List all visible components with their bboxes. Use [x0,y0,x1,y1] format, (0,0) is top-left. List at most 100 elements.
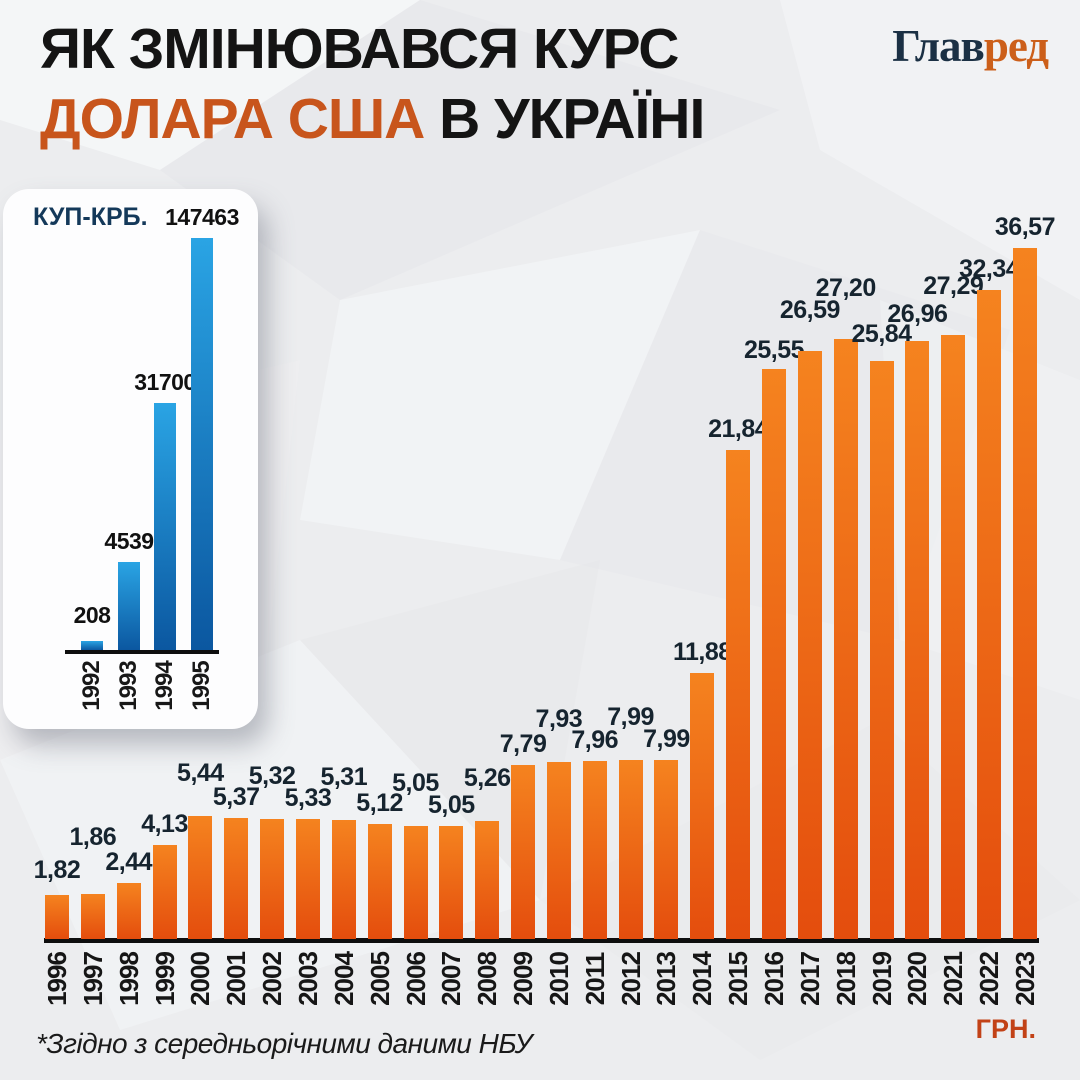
main-bar-2012 [618,760,643,939]
main-bar-value-label: 5,33 [284,784,332,812]
main-year-label: 2002 [257,952,288,1006]
main-chart-unit-label: ГРН. [975,1014,1036,1044]
main-year-label: 2003 [292,952,323,1006]
main-year-label: 1998 [113,952,144,1006]
inset-year-label: 1993 [115,661,142,711]
main-bar-2021 [941,335,966,939]
main-bar-2002 [260,819,285,939]
main-bar-2004 [331,820,356,939]
main-year-label: 2014 [687,952,718,1006]
main-bar-2017 [797,351,822,939]
main-bar-value-label: 25,55 [743,336,805,364]
main-year-label: 2017 [794,952,825,1006]
main-year-label: 2023 [1009,952,1040,1006]
main-year-label: 2006 [400,952,431,1006]
main-bar-value-label: 7,93 [535,705,583,733]
inset-bar-1993 [118,562,140,650]
main-year-label: 2015 [723,952,754,1006]
main-bar-2007 [439,826,464,939]
main-year-label: 2004 [328,952,359,1006]
main-bar-value-label: 26,96 [887,300,948,328]
main-bar-value-label: 5,44 [177,759,224,787]
main-bar-value-label: 1,86 [69,823,117,851]
main-year-label: 2013 [651,952,682,1006]
inset-year-label: 1994 [151,661,178,711]
main-year-label: 2012 [615,952,646,1006]
main-bar-1996 [45,895,69,939]
inset-bar-1994 [154,403,176,650]
glavred-logo: Главред [892,21,1049,71]
main-year-label: 2010 [543,952,574,1006]
main-year-label: 2018 [830,952,861,1006]
main-bar-value-label: 5,12 [356,789,403,817]
title-line1: ЯК ЗМІНЮВАВСЯ КУРС [40,17,679,81]
logo-part-orange: ред [983,21,1049,71]
main-bar-value-label: 2,44 [105,848,153,876]
inset-bar-value-label: 208 [73,602,111,628]
main-year-label: 2008 [472,952,503,1006]
main-year-label: 2020 [902,952,933,1006]
title-rest: В УКРАЇНІ [424,87,705,151]
main-bar-value-label: 4,13 [141,810,188,838]
main-bar-2014 [690,673,715,939]
main-bar-value-label: 5,05 [392,769,439,797]
main-year-label: 2011 [579,952,610,1006]
main-year-label: 2021 [938,952,969,1006]
main-bar-value-label: 7,79 [499,730,547,758]
main-x-axis [44,938,1039,943]
main-year-label: 2001 [221,952,252,1006]
main-bar-value-label: 11,88 [672,638,732,666]
main-bar-value-label: 25,84 [851,320,913,348]
main-bar-value-label: 21,84 [708,415,769,443]
main-bar-value-label: 32,34 [959,255,1020,283]
main-bar-value-label: 36,57 [994,213,1056,241]
main-year-label: 2000 [185,952,216,1006]
main-year-label: 2009 [508,952,539,1006]
main-bar-value-label: 5,32 [248,762,296,790]
footnote: *Згідно з середньорічними даними НБУ [36,1028,532,1059]
main-bar-1999 [152,845,177,939]
main-year-label: 2007 [436,952,467,1006]
inset-year-label: 1992 [78,661,105,711]
main-year-label: 2016 [759,952,789,1006]
main-year-label: 2019 [866,952,897,1006]
main-bar-2005 [367,824,392,939]
main-bar-2015 [726,450,751,939]
main-bar-2023 [1012,248,1037,939]
main-bar-2001 [224,818,249,939]
main-year-label: 2022 [974,952,1005,1006]
main-bar-value-label: 5,37 [212,783,260,811]
main-bar-2000 [188,816,213,939]
main-bar-value-label: 7,96 [571,726,619,754]
main-bar-2016 [762,369,786,939]
main-bar-value-label: 27,29 [923,272,984,300]
main-bar-value-label: 5,31 [320,763,368,791]
title-accent: ДОЛАРА США [40,87,425,151]
main-year-label: 2005 [364,952,395,1006]
main-bar-2022 [977,290,1002,939]
main-bar-2003 [295,819,320,939]
main-bar-2020 [905,341,930,939]
inset-bar-value-label: 147463 [165,204,239,230]
main-bar-2010 [546,762,571,939]
main-bar-value-label: 1,82 [33,856,81,884]
inset-bar-1992 [81,641,103,650]
main-bar-2018 [833,339,858,939]
main-bar-value-label: 5,26 [463,764,511,792]
main-bar-value-label: 5,05 [428,791,475,819]
main-bar-1997 [80,894,105,939]
inset-chart-card: КУП-КРБ. 208 1992 4539 1993 31700 1994 147463 1… [3,189,258,729]
main-year-label: 1997 [77,952,108,1006]
inset-bar-value-label: 31700 [134,369,196,395]
inset-bar-1995 [191,238,213,650]
main-bar-2009 [511,765,536,939]
main-bar-2006 [403,826,428,939]
inset-bar-value-label: 4539 [104,528,154,554]
main-bar-2008 [475,821,500,939]
page-title: ЯК ЗМІНЮВАВСЯ КУРС ДОЛАРА США В УКРАЇНІ [40,14,705,154]
main-bar-2011 [582,761,607,939]
main-bar-value-label: 7,99 [607,703,654,731]
main-bar-2013 [654,760,679,939]
main-year-label: 1999 [149,952,180,1006]
